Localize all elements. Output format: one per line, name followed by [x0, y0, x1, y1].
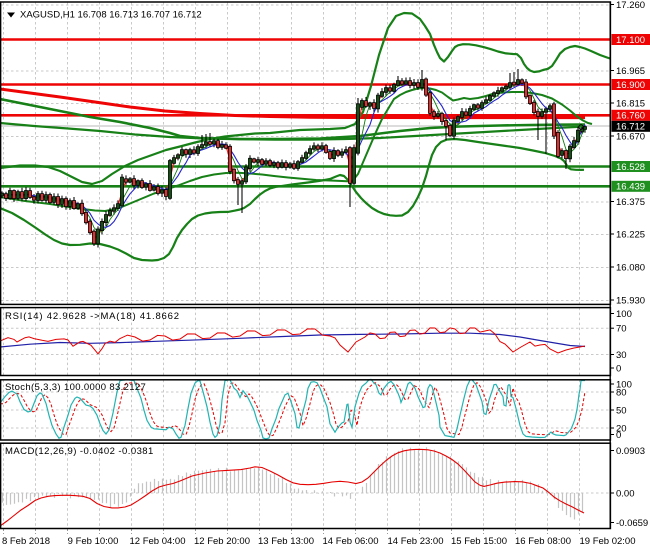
svg-text:100: 100 — [616, 379, 632, 390]
svg-text:20: 20 — [616, 423, 627, 434]
svg-text:70: 70 — [616, 324, 627, 335]
svg-text:100: 100 — [616, 309, 632, 320]
svg-text:16.760: 16.760 — [616, 111, 645, 122]
svg-text:XAGUSD,H1 16.708 16.713 16.70: XAGUSD,H1 16.708 16.713 16.707 16.712 — [20, 10, 202, 21]
svg-text:17.260: 17.260 — [616, 0, 645, 11]
svg-text:16.225: 16.225 — [616, 229, 645, 240]
svg-text:16.965: 16.965 — [616, 66, 645, 77]
svg-text:16 Feb 08:00: 16 Feb 08:00 — [515, 536, 571, 547]
svg-text:16.815: 16.815 — [616, 98, 645, 109]
svg-text:16.900: 16.900 — [616, 80, 645, 91]
svg-text:0: 0 — [616, 430, 621, 441]
svg-text:9 Feb 10:00: 9 Feb 10:00 — [68, 536, 119, 547]
svg-text:50: 50 — [616, 405, 627, 416]
svg-text:30: 30 — [616, 350, 627, 361]
svg-text:RSI(14) 42.9628 ->MA(18) 41.8: RSI(14) 42.9628 ->MA(18) 41.8662 — [5, 311, 180, 322]
svg-text:16.528: 16.528 — [616, 162, 645, 173]
svg-text:0: 0 — [616, 363, 621, 374]
svg-text:16.712: 16.712 — [616, 122, 645, 133]
svg-text:Stoch(5,3,3) 100.0000 83.2127: Stoch(5,3,3) 100.0000 83.2127 — [5, 382, 146, 393]
svg-text:0.0903: 0.0903 — [616, 446, 645, 457]
svg-text:14 Feb 06:00: 14 Feb 06:00 — [323, 536, 379, 547]
svg-text:15.930: 15.930 — [616, 295, 645, 306]
svg-text:16.080: 16.080 — [616, 262, 645, 273]
svg-text:0.00: 0.00 — [616, 488, 635, 499]
svg-text:-0.0659: -0.0659 — [616, 518, 648, 529]
svg-text:17.100: 17.100 — [616, 35, 645, 46]
svg-text:MACD(12,26,9) -0.0402 -0.0381: MACD(12,26,9) -0.0402 -0.0381 — [5, 446, 154, 457]
svg-text:16.670: 16.670 — [616, 131, 645, 142]
svg-text:12 Feb 20:00: 12 Feb 20:00 — [194, 536, 250, 547]
svg-text:15 Feb 15:00: 15 Feb 15:00 — [451, 536, 507, 547]
svg-text:8 Feb 2018: 8 Feb 2018 — [2, 536, 50, 547]
svg-text:16.439: 16.439 — [616, 182, 645, 193]
svg-text:16.375: 16.375 — [616, 197, 645, 208]
svg-text:14 Feb 23:00: 14 Feb 23:00 — [388, 536, 444, 547]
svg-text:12 Feb 04:00: 12 Feb 04:00 — [130, 536, 186, 547]
svg-text:13 Feb 13:00: 13 Feb 13:00 — [258, 536, 314, 547]
svg-text:80: 80 — [616, 387, 627, 398]
svg-text:19 Feb 02:00: 19 Feb 02:00 — [580, 536, 636, 547]
